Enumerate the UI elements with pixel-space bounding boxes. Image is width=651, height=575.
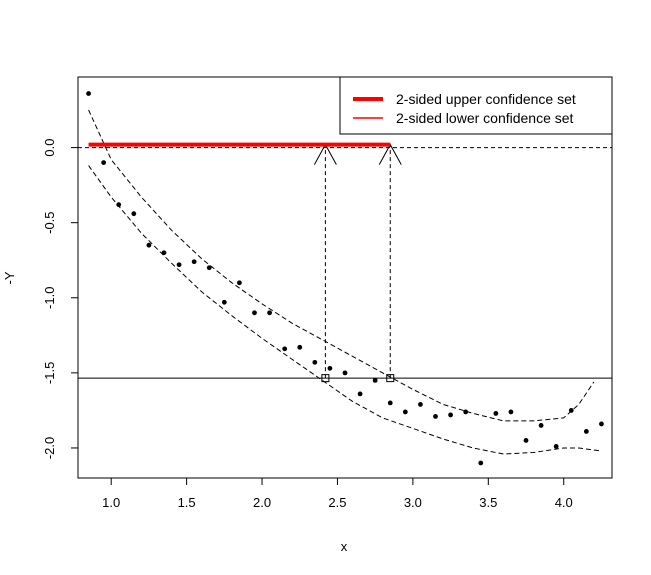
data-point — [252, 310, 257, 316]
data-point — [493, 411, 499, 416]
data-point — [101, 160, 107, 166]
data-point — [342, 370, 348, 376]
x-tick-label: 1.0 — [102, 495, 120, 510]
x-tick-label: 3.5 — [479, 495, 497, 510]
data-point — [599, 421, 604, 427]
data-point — [568, 408, 574, 413]
data-point — [478, 460, 484, 466]
data-point — [146, 242, 152, 248]
lower-band-curve — [88, 165, 602, 455]
data-point — [176, 262, 182, 268]
data-point — [116, 202, 122, 208]
y-tick-label: 0.0 — [42, 139, 57, 157]
intersection-marker-1 — [386, 374, 395, 383]
legend-box — [339, 76, 613, 135]
data-point — [327, 365, 333, 371]
data-point — [583, 429, 589, 434]
data-point — [161, 250, 167, 256]
x-axis-title: x — [341, 539, 348, 554]
confidence-bands — [88, 109, 602, 455]
data-point — [538, 423, 544, 428]
y-tick-label: -0.5 — [42, 211, 57, 233]
y-tick-label: -2.0 — [42, 437, 57, 459]
data-points — [86, 91, 604, 466]
y-axis: 0.0 -0.5 -1.0 -1.5 -2.0 — [42, 139, 78, 459]
reference-lines — [78, 147, 612, 379]
data-point — [131, 211, 137, 217]
upper-band-curve — [88, 109, 595, 422]
data-point — [357, 391, 363, 397]
data-point — [523, 438, 529, 443]
intersection-marker-0 — [321, 374, 330, 383]
data-point — [463, 409, 469, 415]
data-point — [282, 346, 288, 352]
y-tick-label: -1.5 — [42, 362, 57, 384]
data-point — [312, 359, 318, 365]
legend-label-upper: 2-sided upper confidence set — [396, 91, 576, 107]
data-point — [433, 414, 438, 419]
x-tick-label: 3.0 — [404, 495, 422, 510]
data-point — [418, 402, 423, 407]
data-point — [297, 344, 303, 350]
data-point — [402, 409, 408, 415]
data-point — [237, 280, 242, 286]
data-point — [267, 310, 272, 316]
data-point — [206, 265, 212, 271]
plot-frame — [77, 76, 613, 479]
data-point — [448, 412, 453, 418]
data-point — [372, 377, 378, 383]
data-point — [191, 259, 197, 265]
data-point — [221, 299, 227, 305]
legend-label-lower: 2-sided lower confidence set — [396, 110, 574, 126]
intersection-markers — [321, 374, 395, 383]
data-point — [387, 400, 393, 406]
x-axis: 1.0 1.5 2.0 2.5 3.0 3.5 4.0 — [102, 477, 573, 510]
data-point — [86, 91, 91, 96]
data-point — [553, 444, 559, 449]
x-tick-label: 4.0 — [555, 495, 573, 510]
x-tick-label: 1.5 — [178, 495, 196, 510]
legend: 2-sided upper confidence set 2-sided low… — [339, 76, 613, 135]
x-tick-label: 2.5 — [328, 495, 346, 510]
y-tick-label: -1.0 — [42, 287, 57, 309]
x-tick-label: 2.0 — [253, 495, 271, 510]
data-point — [508, 409, 514, 415]
y-axis-title: -Y — [2, 271, 17, 284]
